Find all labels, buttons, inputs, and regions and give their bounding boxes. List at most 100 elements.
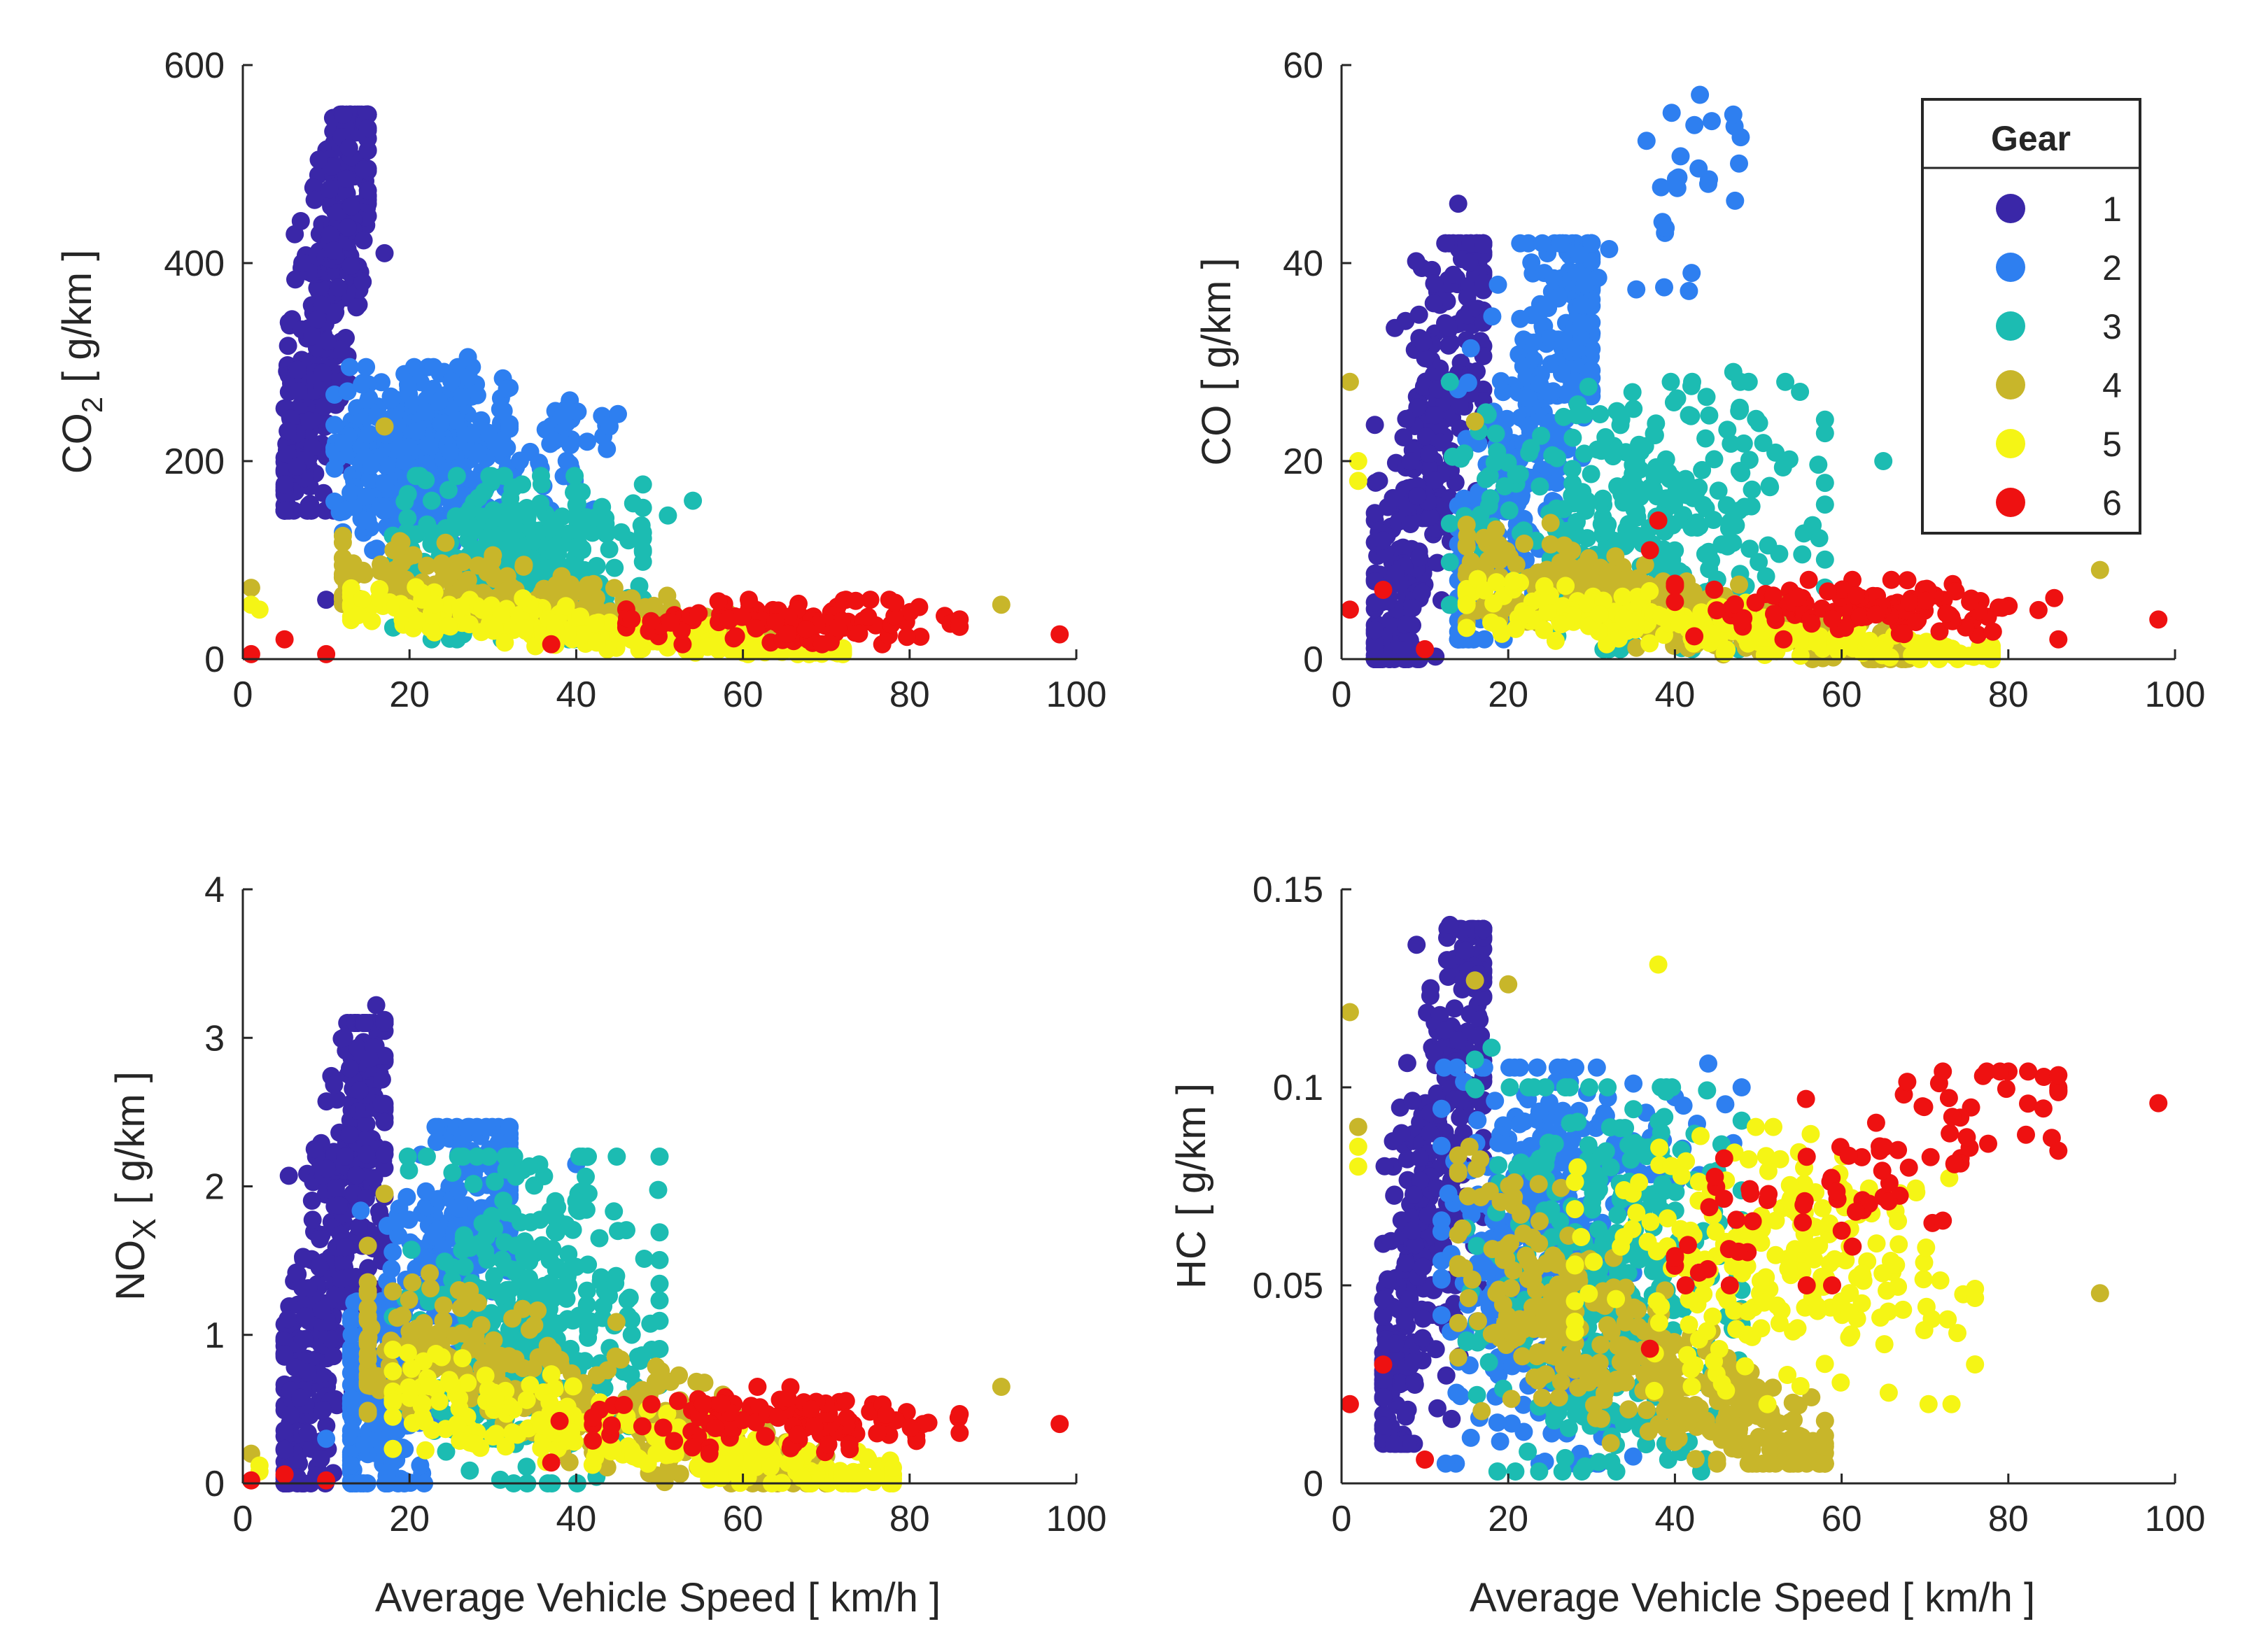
gear-6-point bbox=[1900, 593, 1919, 612]
x-tick-label: 100 bbox=[1046, 675, 1107, 715]
gear-3-point bbox=[633, 475, 652, 494]
gear-6-point bbox=[1917, 591, 1935, 610]
x-tick-label: 20 bbox=[389, 675, 430, 715]
gear-4-point bbox=[572, 581, 591, 600]
gear-3-point bbox=[1631, 488, 1649, 506]
gear-2-point bbox=[441, 442, 460, 461]
gear-2-point bbox=[1547, 474, 1566, 493]
gear-3-point bbox=[549, 544, 568, 563]
gear-2-point bbox=[1511, 309, 1530, 328]
gear-5-point bbox=[353, 590, 372, 609]
gear-2-point bbox=[351, 1201, 370, 1220]
gear-1-point bbox=[302, 501, 321, 520]
gear-3-point bbox=[1760, 476, 1779, 495]
gear-3-point bbox=[422, 491, 441, 510]
gear-3-point bbox=[476, 1242, 495, 1261]
gear-2-point bbox=[1682, 264, 1701, 283]
gear-3-point bbox=[1815, 550, 1834, 569]
gear-2-point bbox=[381, 390, 400, 409]
gear-5-point bbox=[399, 599, 418, 618]
gear-3-point bbox=[398, 509, 417, 528]
gear-3-point bbox=[1682, 376, 1701, 395]
gear-2-point bbox=[1533, 234, 1551, 253]
gear-3-point bbox=[600, 540, 619, 558]
gear-1-point bbox=[330, 340, 349, 359]
gear-4-point bbox=[1635, 556, 1654, 574]
gear-2-point bbox=[1519, 234, 1537, 253]
gear-1-point bbox=[305, 1140, 324, 1159]
gear-4-point bbox=[371, 562, 390, 581]
gear-1-point bbox=[318, 1159, 337, 1178]
gear-3-point bbox=[482, 473, 501, 492]
gear-4-point bbox=[1606, 547, 1625, 566]
gear-1-point bbox=[1450, 397, 1469, 415]
gear-1-point bbox=[354, 160, 373, 178]
gear-2-point bbox=[578, 432, 596, 451]
gear-2-point bbox=[462, 425, 481, 444]
gear-1-point bbox=[1394, 428, 1413, 446]
gear-2-point bbox=[1600, 240, 1619, 258]
gear-6-point bbox=[1882, 570, 1901, 589]
gear-3-point bbox=[587, 557, 606, 575]
gear-2-point bbox=[426, 1117, 445, 1136]
gear-4-point bbox=[533, 584, 551, 602]
gear-1-point bbox=[1425, 274, 1444, 293]
gear-3-point bbox=[1661, 372, 1680, 391]
gear-5-point bbox=[546, 619, 565, 637]
gear-4-point bbox=[1457, 535, 1476, 554]
gear-2-point bbox=[1652, 178, 1670, 197]
gear-3-point bbox=[532, 475, 551, 493]
x-tick-label: 60 bbox=[1822, 675, 1862, 715]
gear-3-point bbox=[492, 1284, 511, 1302]
gear-3-point bbox=[1591, 405, 1610, 423]
gear-5-point bbox=[1538, 602, 1557, 621]
gear-3-point bbox=[478, 528, 497, 546]
gear-1-point bbox=[293, 253, 311, 272]
gear-3-point bbox=[1471, 505, 1490, 524]
gear-6-point bbox=[766, 613, 785, 631]
gear-3-point bbox=[398, 485, 417, 504]
gear-1-point bbox=[1430, 433, 1449, 452]
gear-6-point bbox=[747, 619, 766, 638]
gear-3-point bbox=[1697, 388, 1716, 407]
gear-3-point bbox=[542, 518, 561, 537]
gear-1-point bbox=[1468, 299, 1487, 318]
gear-1-point bbox=[1410, 548, 1429, 567]
gear-3-point bbox=[567, 1192, 586, 1210]
gear-2-point bbox=[396, 451, 414, 470]
gear-1-point bbox=[1374, 531, 1393, 550]
gear-1-point bbox=[358, 105, 377, 124]
gear-6-point bbox=[689, 604, 708, 623]
gear-6-point bbox=[1847, 586, 1866, 605]
gear-6-point bbox=[2045, 588, 2064, 607]
co-y-axis-label: CO[ g/km ] bbox=[1194, 257, 1239, 465]
gear-5-point bbox=[1349, 472, 1367, 490]
gear-3-point bbox=[1481, 489, 1500, 508]
gear-2-point bbox=[1668, 178, 1687, 197]
gear-1-point bbox=[1458, 288, 1477, 306]
gear-1-point bbox=[347, 1166, 365, 1185]
gear-2-point bbox=[335, 434, 353, 453]
gear-1-point bbox=[334, 105, 353, 124]
gear-5-point bbox=[1457, 583, 1476, 602]
gear-3-point bbox=[1521, 439, 1540, 458]
gear-3-point bbox=[612, 523, 631, 542]
gear-3-point bbox=[1500, 501, 1519, 520]
gear-5-point bbox=[586, 614, 605, 633]
gear-6-point bbox=[1726, 595, 1745, 614]
gear-5-point bbox=[386, 598, 404, 617]
gear-1-point bbox=[303, 327, 321, 346]
gear-4-point bbox=[358, 1311, 377, 1330]
gear-1-point bbox=[375, 1010, 394, 1029]
gear-2-point bbox=[442, 372, 460, 390]
gear-3-point bbox=[1793, 545, 1812, 564]
gear-5-point bbox=[710, 635, 729, 654]
gear-1-point bbox=[322, 1330, 341, 1348]
gear-6-point bbox=[1866, 605, 1885, 624]
gear-3-point bbox=[1597, 520, 1616, 539]
gear-2-point bbox=[1703, 112, 1721, 131]
gear-3-point bbox=[1743, 480, 1761, 499]
gear-2-point bbox=[1493, 383, 1512, 402]
gear-4-point bbox=[358, 1236, 377, 1255]
gear-3-point bbox=[1874, 452, 1893, 470]
